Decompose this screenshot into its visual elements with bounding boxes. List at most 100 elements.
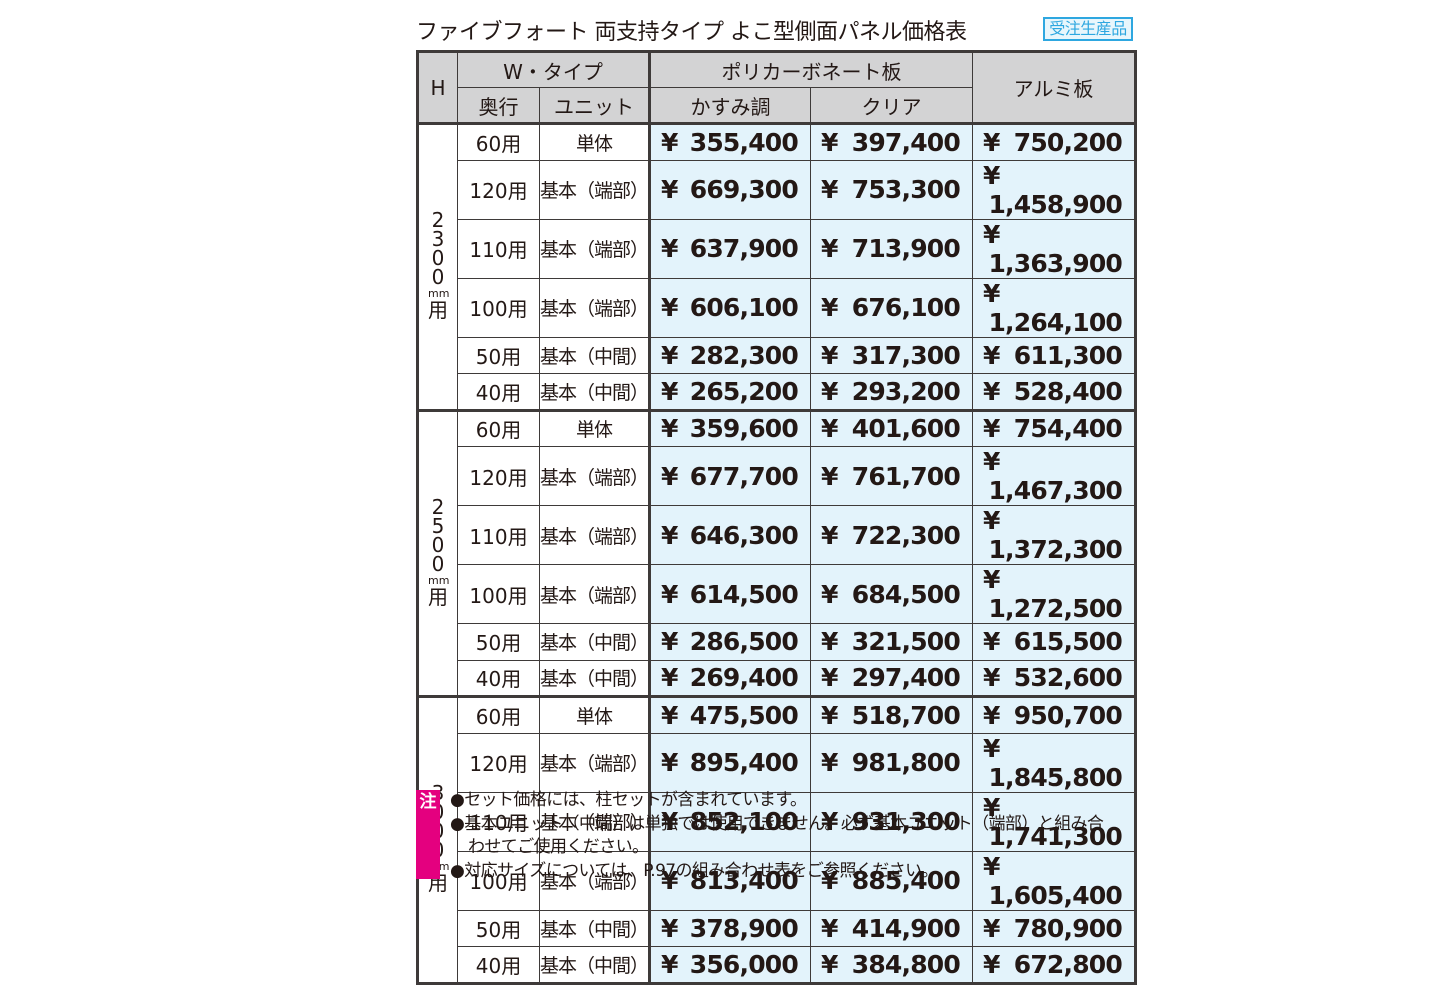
price-amount: 1,363,900 [988,248,1123,278]
price-table: H W・タイプ ポリカーボネート板 アルミ板 奥行 ユニット かすみ調 クリア … [416,50,1138,985]
depth-cell: 120用 [457,446,540,506]
price-amount: 895,400 [689,748,799,777]
price-clear: ¥676,100 [810,277,974,338]
yen-symbol: ¥ [661,414,678,444]
yen-symbol: ¥ [983,340,1000,370]
price-amount: 286,500 [689,627,799,657]
yen-symbol: ¥ [821,520,838,550]
price-amount: 293,200 [851,376,961,406]
table-row: 50用 基本（中間） ¥286,500 ¥321,500 ¥615,500 [418,623,1137,661]
price-amount: 282,300 [689,340,799,370]
yen-symbol: ¥ [983,506,1000,535]
yen-symbol: ¥ [983,792,1000,822]
price-aluminum: ¥1,741,300 [972,791,1137,852]
price-amount: 713,900 [851,234,961,263]
unit-cell: 単体 [538,409,651,447]
price-clear: ¥684,500 [810,564,974,624]
yen-symbol: ¥ [661,663,678,693]
yen-symbol: ¥ [821,949,838,979]
depth-cell: 110用 [457,218,540,279]
unit-cell: 基本（端部） [538,218,651,279]
depth-cell: 120用 [457,732,540,793]
price-amount: 669,300 [689,175,799,204]
price-clear: ¥397,400 [810,123,974,161]
table-row: 100用 基本（端部） ¥614,500 ¥684,500 ¥1,272,500 [418,564,1137,624]
price-amount: 885,400 [851,866,961,895]
price-kasumi: ¥895,400 [648,732,812,793]
unit-cell: 基本（中間） [538,946,651,984]
price-aluminum: ¥950,700 [972,696,1137,734]
table-row: 120用 基本（端部） ¥669,300 ¥753,300 ¥1,458,900 [418,159,1137,220]
note-line: ●基本ユニット（中間）は単独では使用できません。必ず基本ユニット（端部）と組み合 [450,813,1104,834]
price-aluminum: ¥1,363,900 [972,218,1137,279]
yen-symbol: ¥ [821,663,838,693]
yen-symbol: ¥ [983,160,1000,190]
depth-cell: 60用 [457,696,540,734]
yen-symbol: ¥ [983,627,1000,657]
depth-cell: 110用 [457,505,540,565]
price-amount: 475,500 [689,700,799,730]
table-row: 110用 基本（端部） ¥637,900 ¥713,900 ¥1,363,900 [418,218,1137,279]
unit-cell: 基本（中間） [538,336,651,374]
yen-symbol: ¥ [983,663,1000,693]
price-amount: 754,400 [1013,414,1123,444]
price-aluminum: ¥1,264,100 [972,277,1137,338]
price-aluminum: ¥672,800 [972,946,1137,984]
yen-symbol: ¥ [661,293,678,322]
price-amount: 606,100 [689,293,799,322]
yen-symbol: ¥ [821,461,838,491]
unit-cell: 基本（中間） [538,909,651,947]
price-clear: ¥981,800 [810,732,974,793]
price-amount: 753,300 [851,175,961,204]
yen-symbol: ¥ [983,733,1000,763]
depth-cell: 50用 [457,909,540,947]
unit-cell: 基本（中間） [538,373,651,412]
yen-symbol: ¥ [821,866,838,895]
yen-symbol: ¥ [821,748,838,777]
unit-cell: 単体 [538,696,651,734]
price-amount: 297,400 [851,663,961,693]
depth-cell: 60用 [457,123,540,161]
yen-symbol: ¥ [661,949,678,979]
price-aluminum: ¥780,900 [972,909,1137,947]
note-line: ●セット価格には、柱セットが含まれています。 [450,790,807,810]
price-amount: 672,800 [1013,949,1123,979]
made-to-order-badge: 受注生産品 [1043,17,1133,41]
table-row: 120用 基本（端部） ¥677,700 ¥761,700 ¥1,467,300 [418,446,1137,506]
price-aluminum: ¥1,372,300 [972,505,1137,565]
price-clear: ¥713,900 [810,218,974,279]
price-clear: ¥317,300 [810,336,974,374]
price-amount: 321,500 [851,627,961,657]
price-clear: ¥414,900 [810,909,974,947]
unit-cell: 基本（端部） [538,159,651,220]
price-kasumi: ¥378,900 [648,909,812,947]
yen-symbol: ¥ [983,376,1000,406]
unit-cell: 基本（端部） [538,277,651,338]
table-row: 2 5 0 0 mm 用 60用 単体 ¥359,600 ¥401,600 ¥754,400 [417,409,1137,698]
price-aluminum: ¥1,272,500 [972,564,1137,624]
price-amount: 852,100 [689,807,799,836]
height-label: 2 5 0 0 mm 用 [417,409,458,698]
header-polycarbonate: ポリカーボネート板 [648,51,974,88]
price-clear: ¥297,400 [810,659,974,698]
depth-cell: 40用 [457,659,540,698]
price-amount: 646,300 [689,520,799,550]
price-amount: 722,300 [851,520,961,550]
depth-cell: 100用 [457,277,540,338]
header-kasumi: かすみ調 [648,87,812,124]
yen-symbol: ¥ [661,913,678,943]
yen-symbol: ¥ [821,627,838,657]
depth-cell: 40用 [457,946,540,984]
price-clear: ¥293,200 [810,373,974,412]
yen-symbol: ¥ [821,293,838,322]
unit-cell: 基本（端部） [538,791,651,852]
depth-cell: 100用 [457,564,540,624]
price-amount: 518,700 [851,700,961,730]
price-amount: 359,600 [689,414,799,444]
price-amount: 1,741,300 [988,821,1123,851]
yen-symbol: ¥ [983,949,1000,979]
price-amount: 611,300 [1013,340,1123,370]
yen-symbol: ¥ [821,376,838,406]
price-amount: 401,600 [851,414,961,444]
yen-symbol: ¥ [821,579,838,609]
